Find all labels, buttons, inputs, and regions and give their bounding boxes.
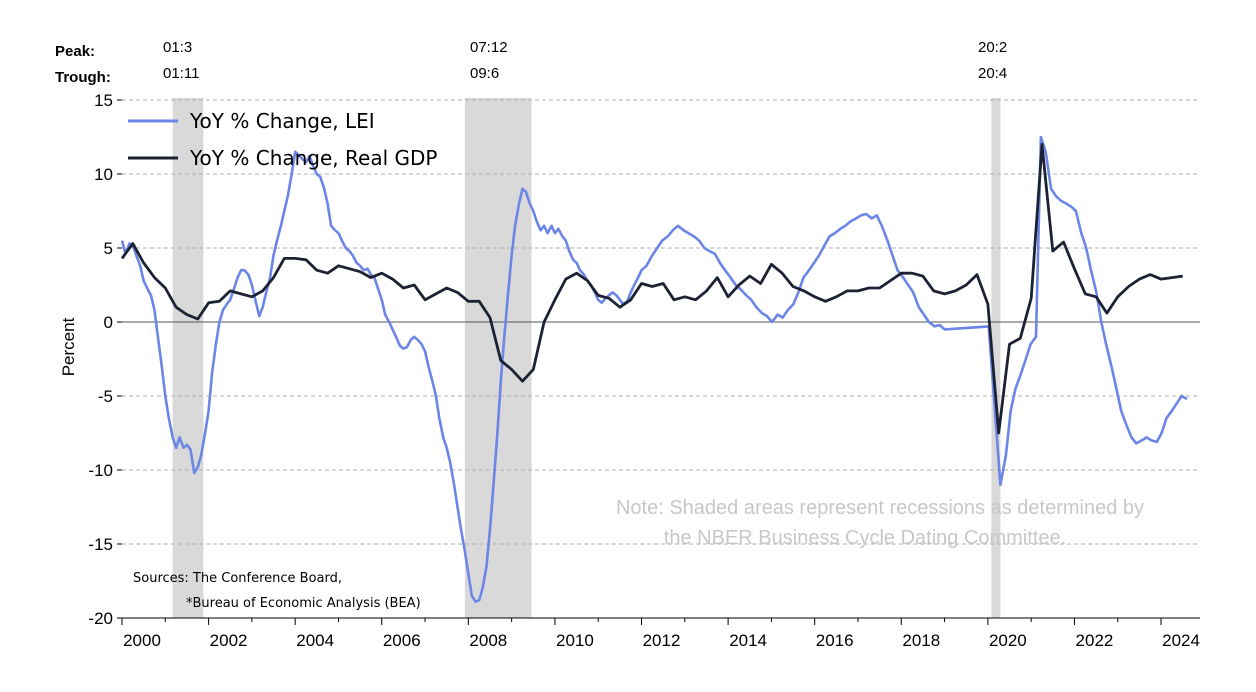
recession-bands — [172, 98, 1001, 618]
grid-lines — [122, 99, 1200, 545]
sources-line-1: Sources: The Conference Board, — [133, 571, 342, 586]
note-line-2: the NBER Business Cycle Dating Committee… — [664, 527, 1066, 549]
x-tick-label: 2010 — [556, 631, 594, 650]
x-tick-label: 2022 — [1076, 631, 1114, 650]
legend-label-gdp: YoY % Change, Real GDP — [189, 146, 437, 170]
trough-date-3: 20:4 — [978, 65, 1007, 82]
peak-date-1: 01:3 — [163, 39, 192, 56]
recession-band-3 — [991, 98, 1001, 618]
x-tick-label: 2020 — [989, 631, 1027, 650]
x-tick-label: 2012 — [643, 631, 681, 650]
x-tick-label: 2016 — [816, 631, 854, 650]
legend: YoY % Change, LEI YoY % Change, Real GDP — [128, 109, 437, 170]
y-tick-label: 5 — [104, 239, 113, 258]
y-tick-label: 15 — [94, 91, 113, 110]
peak-title: Peak: — [55, 43, 95, 60]
y-tick-label: -5 — [98, 387, 113, 406]
peak-date-3: 20:2 — [978, 39, 1007, 56]
peak-date-2: 07:12 — [470, 39, 508, 56]
series-lines — [120, 135, 1188, 603]
x-tick-label: 2002 — [210, 631, 248, 650]
y-tick-label: 10 — [94, 165, 113, 184]
legend-label-lei: YoY % Change, LEI — [189, 109, 375, 133]
x-tick-label: 2014 — [729, 631, 767, 650]
x-tick-label: 2004 — [296, 631, 334, 650]
y-tick-label: -10 — [88, 461, 113, 480]
y-tick-label: -15 — [88, 535, 113, 554]
sources-line-2: *Bureau of Economic Analysis (BEA) — [186, 596, 421, 611]
y-tick-label: 0 — [104, 313, 113, 332]
axes: 15 10 5 0 -5 -10 -15 -20 2000 2002 2004 2006 2008 201… — [88, 91, 1200, 650]
x-tick-label: 2006 — [383, 631, 421, 650]
x-tick-label: 2000 — [123, 631, 161, 650]
trough-date-1: 01:11 — [163, 65, 199, 82]
series-line-gdp — [120, 143, 1183, 435]
recession-band-2 — [464, 98, 532, 618]
x-tick-label: 2024 — [1162, 631, 1200, 650]
series-line-lei — [120, 135, 1188, 603]
trough-date-2: 09:6 — [470, 65, 499, 82]
y-axis-title: Percent — [59, 317, 78, 376]
x-tick-label: 2018 — [902, 631, 940, 650]
note-line-1: Note: Shaded areas represent recessions … — [616, 497, 1144, 519]
recession-band-1 — [172, 98, 204, 618]
y-tick-label: -20 — [88, 609, 113, 628]
x-tick-label: 2008 — [469, 631, 507, 650]
trough-title: Trough: — [55, 69, 111, 86]
